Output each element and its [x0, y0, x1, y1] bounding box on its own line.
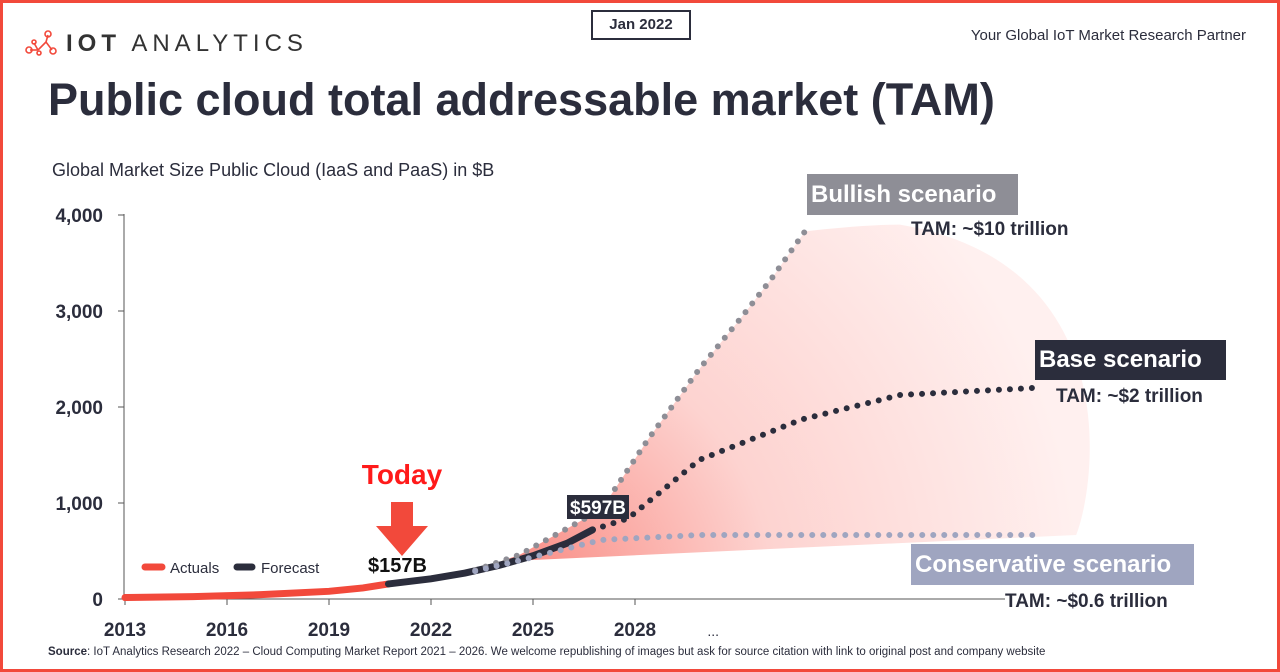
tagline: Your Global IoT Market Research Partner	[970, 27, 1246, 44]
date-badge: Jan 2022	[591, 10, 691, 40]
x-tick-label: 2019	[308, 620, 350, 641]
x-tick-label: 2013	[104, 620, 146, 641]
conservative-label: Conservative scenario	[915, 551, 1171, 578]
base-label: Base scenario	[1039, 346, 1202, 373]
today-label: Today	[362, 459, 443, 490]
series-line-conservative-scenario	[472, 531, 1040, 575]
today-arrow-icon	[376, 502, 428, 556]
page-title: Public cloud total addressable market (T…	[48, 74, 995, 125]
x-tick-label: 2016	[206, 620, 248, 641]
network-icon	[25, 30, 57, 56]
legend-label-forecast: Forecast	[261, 560, 320, 577]
forecast-end-label-bg	[567, 495, 629, 519]
series-line-bullish-scenario	[472, 228, 808, 574]
x-tick-label: 2028	[614, 620, 656, 641]
logo-text: IOT ANALYTICS	[66, 30, 308, 57]
y-axis-label: Global Market Size Public Cloud (IaaS an…	[52, 160, 495, 180]
series-line-actuals	[121, 580, 392, 602]
series-line-base-scenario	[589, 384, 1040, 533]
forecast-end-label: $597B	[570, 498, 626, 519]
base-tam: TAM: ~$2 trillion	[1056, 386, 1203, 407]
conservative-tam: TAM: ~$0.6 trillion	[1005, 591, 1168, 612]
y-tick-label: 0	[92, 590, 103, 611]
today-value-label: $157B	[368, 555, 427, 577]
x-tick-label: 2025	[512, 620, 555, 641]
bullish-label-bg	[807, 174, 1018, 215]
base-label-bg	[1035, 340, 1226, 380]
y-tick-label: 1,000	[55, 494, 103, 515]
conservative-label-bg	[911, 544, 1194, 585]
scenario-fan-area	[475, 224, 1090, 571]
x-tick-label: ...	[707, 623, 719, 639]
bullish-label: Bullish scenario	[811, 181, 996, 208]
bullish-tam: TAM: ~$10 trillion	[911, 219, 1068, 240]
legend-label-actuals: Actuals	[170, 560, 219, 577]
y-tick-label: 2,000	[55, 398, 103, 419]
source-note: Source: IoT Analytics Research 2022 – Cl…	[48, 646, 1046, 658]
y-tick-label: 3,000	[55, 302, 103, 323]
logo: IOT ANALYTICS	[24, 30, 308, 58]
x-tick-label: 2022	[410, 620, 452, 641]
y-tick-label: 4,000	[55, 206, 103, 227]
